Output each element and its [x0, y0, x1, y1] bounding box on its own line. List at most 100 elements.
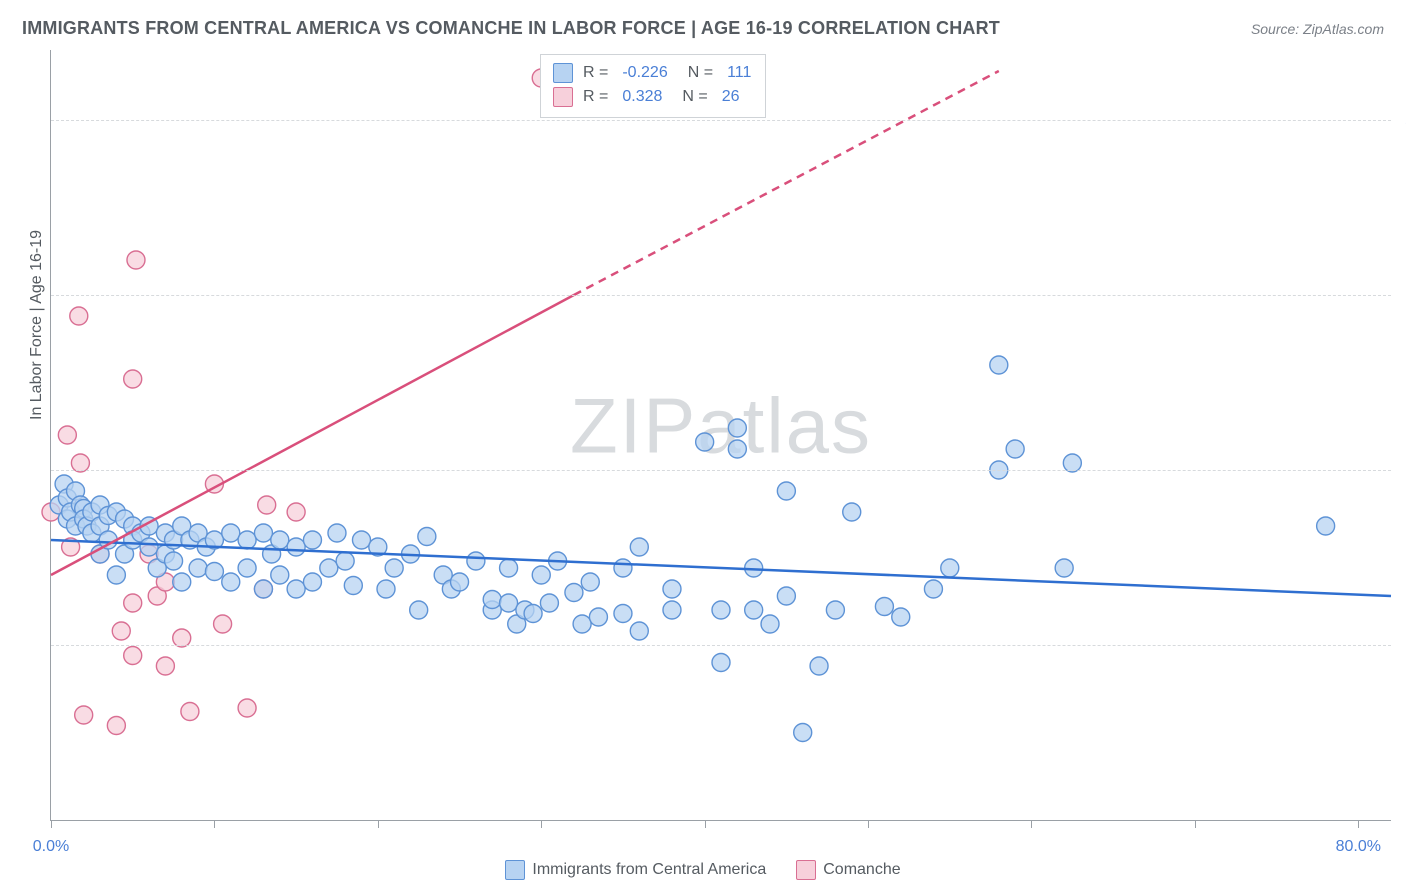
data-point [238, 559, 256, 577]
data-point [614, 559, 632, 577]
x-tick-label: 0.0% [33, 838, 69, 856]
data-point [1055, 559, 1073, 577]
data-point [336, 552, 354, 570]
legend-label-a: Immigrants from Central America [532, 861, 766, 879]
data-point [1006, 440, 1024, 458]
data-point [663, 580, 681, 598]
data-point [303, 531, 321, 549]
data-point [320, 559, 338, 577]
data-point [589, 608, 607, 626]
stats-row: R =-0.226N =111 [553, 61, 751, 85]
data-point [843, 503, 861, 521]
y-tick-label: 50.0% [1399, 461, 1406, 479]
plot-area: ZIPatlas 25.0%50.0%75.0%100.0%0.0%80.0% [50, 50, 1391, 821]
data-point [728, 440, 746, 458]
data-point [254, 524, 272, 542]
x-tick [705, 820, 706, 828]
bottom-legend: Immigrants from Central America Comanche [0, 860, 1406, 880]
data-point [189, 559, 207, 577]
data-point [924, 580, 942, 598]
data-point [875, 598, 893, 616]
y-tick-label: 25.0% [1399, 636, 1406, 654]
data-point [254, 580, 272, 598]
data-point [418, 528, 436, 546]
x-tick [1358, 820, 1359, 828]
data-point [328, 524, 346, 542]
legend-item-a: Immigrants from Central America [505, 860, 766, 880]
correlation-stats-box: R =-0.226N =111R =0.328N =26 [540, 54, 766, 118]
data-point [112, 622, 130, 640]
data-point [573, 615, 591, 633]
data-point [630, 622, 648, 640]
data-point [810, 657, 828, 675]
data-point [287, 503, 305, 521]
data-point [777, 587, 795, 605]
data-point [990, 356, 1008, 374]
gridline [51, 120, 1391, 121]
data-point [565, 584, 583, 602]
chart-title: IMMIGRANTS FROM CENTRAL AMERICA VS COMAN… [22, 18, 1000, 39]
gridline [51, 470, 1391, 471]
data-point [581, 573, 599, 591]
data-point [630, 538, 648, 556]
data-point [107, 566, 125, 584]
data-point [451, 573, 469, 591]
source-attribution: Source: ZipAtlas.com [1251, 21, 1384, 37]
x-tick [868, 820, 869, 828]
x-tick [214, 820, 215, 828]
data-point [124, 594, 142, 612]
y-tick-label: 75.0% [1399, 286, 1406, 304]
chart-svg [51, 50, 1391, 820]
data-point [75, 706, 93, 724]
data-point [712, 654, 730, 672]
data-point [663, 601, 681, 619]
data-point [892, 608, 910, 626]
data-point [222, 524, 240, 542]
data-point [524, 605, 542, 623]
data-point [238, 531, 256, 549]
x-tick [541, 820, 542, 828]
swatch-b [796, 860, 816, 880]
stats-row: R =0.328N =26 [553, 85, 751, 109]
gridline [51, 645, 1391, 646]
data-point [127, 251, 145, 269]
data-point [728, 419, 746, 437]
data-point [532, 566, 550, 584]
data-point [214, 615, 232, 633]
data-point [181, 703, 199, 721]
data-point [58, 426, 76, 444]
data-point [500, 559, 518, 577]
data-point [712, 601, 730, 619]
y-axis-title: In Labor Force | Age 16-19 [28, 230, 46, 420]
data-point [271, 566, 289, 584]
data-point [696, 433, 714, 451]
x-tick [378, 820, 379, 828]
data-point [287, 580, 305, 598]
x-tick [51, 820, 52, 828]
data-point [410, 601, 428, 619]
data-point [140, 538, 158, 556]
data-point [344, 577, 362, 595]
data-point [794, 724, 812, 742]
data-point [258, 496, 276, 514]
data-point [303, 573, 321, 591]
swatch-b [553, 87, 573, 107]
x-tick [1031, 820, 1032, 828]
data-point [107, 717, 125, 735]
data-point [385, 559, 403, 577]
data-point [238, 699, 256, 717]
data-point [271, 531, 289, 549]
data-point [222, 573, 240, 591]
data-point [745, 601, 763, 619]
data-point [156, 657, 174, 675]
data-point [614, 605, 632, 623]
data-point [483, 591, 501, 609]
data-point [540, 594, 558, 612]
data-point [467, 552, 485, 570]
legend-item-b: Comanche [796, 860, 900, 880]
x-tick-label: 80.0% [1336, 838, 1381, 856]
data-point [500, 594, 518, 612]
x-tick [1195, 820, 1196, 828]
data-point [826, 601, 844, 619]
data-point [352, 531, 370, 549]
